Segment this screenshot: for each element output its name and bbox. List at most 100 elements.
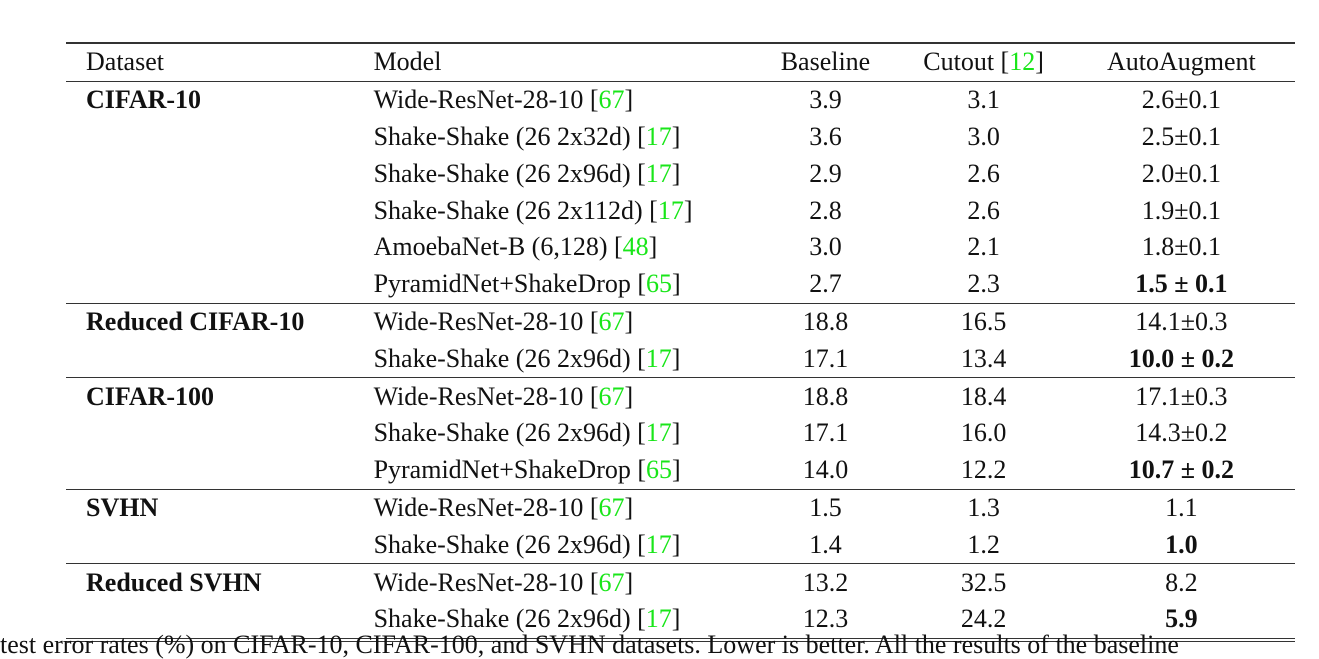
- citation-link[interactable]: 17: [645, 418, 672, 448]
- citation-link[interactable]: 17: [645, 343, 672, 373]
- baseline-cell: 1.5: [809, 492, 842, 522]
- header-model: Model: [373, 47, 442, 77]
- autoaugment-cell: 1.8±0.1: [1141, 232, 1221, 262]
- autoaugment-cell: 1.1: [1165, 492, 1198, 522]
- header-dataset: Dataset: [86, 47, 164, 77]
- model-cell: AmoebaNet-B (6,128) [48]: [373, 232, 658, 262]
- model-cell: Shake-Shake (26 2x96d) [17]: [373, 343, 681, 373]
- dataset-cell: [66, 415, 374, 452]
- citation-link[interactable]: 65: [646, 269, 673, 299]
- citation-link[interactable]: 17: [645, 121, 672, 151]
- cutout-cell: 2.3: [967, 269, 1000, 299]
- citation-link[interactable]: 67: [598, 567, 625, 597]
- header-autoaugment: AutoAugment: [1106, 47, 1256, 77]
- citation-link[interactable]: 17: [645, 158, 672, 188]
- table-row: Reduced CIFAR-10 Wide-ResNet-28-10 [67] 18…: [66, 303, 1295, 340]
- baseline-cell: 18.8: [802, 381, 849, 411]
- dataset-cell: [66, 229, 374, 266]
- model-cell: Wide-ResNet-28-10 [67]: [373, 85, 634, 115]
- model-cell: PyramidNet+ShakeDrop [65]: [373, 455, 681, 485]
- model-cell: Shake-Shake (26 2x112d) [17]: [373, 195, 693, 225]
- citation-link[interactable]: 67: [598, 381, 625, 411]
- baseline-cell: 3.9: [809, 85, 842, 115]
- citation-link[interactable]: 67: [598, 306, 625, 336]
- dataset-cell: [66, 266, 374, 303]
- model-cell: Shake-Shake (26 2x32d) [17]: [373, 121, 681, 151]
- dataset-cell: [66, 452, 374, 489]
- baseline-cell: 2.7: [809, 269, 842, 299]
- cutout-cell: 2.6: [967, 195, 1000, 225]
- dataset-cell: [66, 155, 374, 192]
- dataset-cell: [66, 340, 374, 377]
- autoaugment-cell: 14.1±0.3: [1135, 306, 1228, 336]
- citation-link[interactable]: 48: [622, 232, 649, 262]
- autoaugment-cell: 14.3±0.2: [1135, 418, 1228, 448]
- cutout-cell: 1.2: [967, 529, 1000, 559]
- header-cutout: Cutout [12]: [923, 47, 1044, 77]
- model-cell: PyramidNet+ShakeDrop [65]: [373, 269, 681, 299]
- cutout-cell: 16.5: [960, 306, 1007, 336]
- model-cell: Shake-Shake (26 2x96d) [17]: [373, 158, 681, 188]
- cutout-cell: 24.2: [960, 604, 1007, 634]
- citation-link[interactable]: 67: [598, 85, 625, 115]
- autoaugment-cell: 1.5 ± 0.1: [1135, 269, 1228, 299]
- autoaugment-cell: 5.9: [1165, 604, 1198, 634]
- model-name: Shake-Shake (26 2x32d): [373, 121, 631, 151]
- citation-link[interactable]: 17: [657, 195, 684, 225]
- autoaugment-cell: 2.5±0.1: [1141, 121, 1221, 151]
- table-row: Shake-Shake (26 2x96d) [17] 1.4 1.2 1.0: [66, 526, 1295, 563]
- citation-link[interactable]: 12: [1009, 47, 1036, 77]
- model-name: AmoebaNet-B (6,128): [373, 232, 608, 262]
- baseline-cell: 3.0: [809, 232, 842, 262]
- model-cell: Wide-ResNet-28-10 [67]: [373, 381, 634, 411]
- citation-link[interactable]: 65: [646, 455, 673, 485]
- model-name: PyramidNet+ShakeDrop: [373, 269, 631, 299]
- model-cell: Wide-ResNet-28-10 [67]: [373, 567, 634, 597]
- dataset-cell: CIFAR-100: [86, 381, 215, 411]
- baseline-cell: 14.0: [802, 455, 849, 485]
- model-name: Shake-Shake (26 2x112d): [373, 195, 643, 225]
- table-row: Shake-Shake (26 2x96d) [17] 17.1 13.4 10.0 …: [66, 340, 1295, 377]
- autoaugment-cell: 1.0: [1165, 529, 1198, 559]
- model-name: Wide-ResNet-28-10: [373, 381, 584, 411]
- header-baseline: Baseline: [780, 47, 871, 77]
- table-caption: test error rates (%) on CIFAR-10, CIFAR-…: [0, 630, 1179, 659]
- cutout-cell: 16.0: [960, 418, 1007, 448]
- cutout-cell: 1.3: [967, 492, 1000, 522]
- model-cell: Wide-ResNet-28-10 [67]: [373, 492, 634, 522]
- cutout-cell: 12.2: [960, 455, 1007, 485]
- autoaugment-cell: 10.7 ± 0.2: [1128, 455, 1234, 485]
- model-name: Wide-ResNet-28-10: [373, 306, 584, 336]
- model-cell: Shake-Shake (26 2x96d) [17]: [373, 529, 681, 559]
- baseline-cell: 2.8: [809, 195, 842, 225]
- autoaugment-cell: 2.6±0.1: [1141, 85, 1221, 115]
- model-name: Shake-Shake (26 2x96d): [373, 158, 631, 188]
- baseline-cell: 17.1: [802, 418, 849, 448]
- citation-link[interactable]: 17: [645, 529, 672, 559]
- results-table: Dataset Model Baseline Cutout [12] AutoA…: [66, 42, 1295, 642]
- model-name: Wide-ResNet-28-10: [373, 567, 584, 597]
- header-row: Dataset Model Baseline Cutout [12] AutoA…: [66, 43, 1295, 82]
- dataset-cell: Reduced CIFAR-10: [86, 306, 305, 336]
- table-row: AmoebaNet-B (6,128) [48] 3.0 2.1 1.8±0.1: [66, 229, 1295, 266]
- baseline-cell: 3.6: [809, 121, 842, 151]
- model-name: Shake-Shake (26 2x96d): [373, 604, 631, 634]
- model-name: Shake-Shake (26 2x96d): [373, 529, 631, 559]
- cutout-cell: 2.6: [967, 158, 1000, 188]
- table-row: Shake-Shake (26 2x96d) [17] 17.1 16.0 14.3±…: [66, 415, 1295, 452]
- dataset-cell: [66, 192, 374, 229]
- model-cell: Shake-Shake (26 2x96d) [17]: [373, 418, 681, 448]
- dataset-cell: CIFAR-10: [86, 85, 202, 115]
- table-row: SVHN Wide-ResNet-28-10 [67] 1.5 1.3 1.1: [66, 489, 1295, 526]
- autoaugment-cell: 2.0±0.1: [1141, 158, 1221, 188]
- citation-link[interactable]: 17: [645, 604, 672, 634]
- citation-link[interactable]: 67: [598, 492, 625, 522]
- baseline-cell: 18.8: [802, 306, 849, 336]
- table-row: Shake-Shake (26 2x96d) [17] 2.9 2.6 2.0±0.1: [66, 155, 1295, 192]
- autoaugment-cell: 17.1±0.3: [1135, 381, 1228, 411]
- autoaugment-cell: 8.2: [1165, 567, 1198, 597]
- cutout-cell: 13.4: [960, 343, 1007, 373]
- model-name: Shake-Shake (26 2x96d): [373, 418, 631, 448]
- cutout-cell: 2.1: [967, 232, 1000, 262]
- table-row: CIFAR-10 Wide-ResNet-28-10 [67] 3.9 3.1 2.6±…: [66, 81, 1295, 118]
